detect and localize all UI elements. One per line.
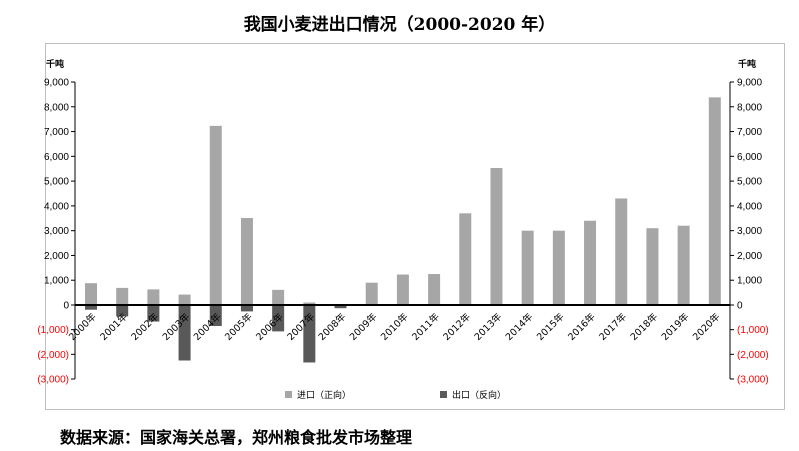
category-label: 2015年 <box>534 310 567 343</box>
left-tick-label: 6,000 <box>44 152 69 163</box>
export-bar <box>272 305 285 332</box>
source-note: 数据来源：国家海关总署，郑州粮食批发市场整理 <box>60 428 413 447</box>
export-bar <box>334 305 347 309</box>
category-label: 2012年 <box>441 310 474 343</box>
category-label: 2016年 <box>565 310 598 343</box>
category-label: 2000年 <box>66 310 99 343</box>
category-label: 2004年 <box>191 310 224 343</box>
category-label: 2010年 <box>378 310 411 343</box>
import-bar <box>272 289 285 305</box>
left-tick-label: (2,000) <box>37 350 69 361</box>
right-tick-label: 6,000 <box>737 152 762 163</box>
right-tick-label: 0 <box>737 301 743 312</box>
right-unit-label: 千吨 <box>738 58 756 70</box>
import-bar <box>240 218 253 305</box>
chart-frame <box>45 43 785 410</box>
right-tick-label: 4,000 <box>737 201 762 212</box>
category-label: 2014年 <box>503 310 536 343</box>
category-label: 2019年 <box>659 310 692 343</box>
left-tick-label: 3,000 <box>44 226 69 237</box>
import-bar <box>178 294 191 305</box>
export-bar <box>240 305 253 312</box>
right-tick-label: (3,000) <box>737 375 769 386</box>
left-unit-label: 千吨 <box>46 58 64 70</box>
export-bar <box>116 305 129 317</box>
right-tick-label: 7,000 <box>737 127 762 138</box>
import-bar <box>85 283 97 305</box>
left-tick-label: 5,000 <box>44 177 69 188</box>
legend-swatch-import <box>285 391 292 398</box>
import-bar <box>396 274 409 305</box>
right-tick-label: 8,000 <box>737 102 762 113</box>
left-tick-label: 1,000 <box>44 276 69 287</box>
chart-title: 我国小麦进出口情况（2000-2020 年） <box>243 15 556 35</box>
category-label: 2008年 <box>316 310 349 343</box>
export-bar <box>209 305 222 326</box>
import-bar <box>615 198 628 305</box>
import-bar <box>209 125 222 306</box>
import-bar <box>116 287 129 305</box>
category-label: 2009年 <box>347 310 380 343</box>
right-tick-label: (2,000) <box>737 350 769 361</box>
left-tick-label: 7,000 <box>44 127 69 138</box>
right-tick-label: 5,000 <box>737 177 762 188</box>
category-label: 2017年 <box>597 310 630 343</box>
right-tick-label: 9,000 <box>737 78 762 89</box>
left-tick-label: 8,000 <box>44 102 69 113</box>
import-bar <box>646 228 659 305</box>
right-tick-label: 3,000 <box>737 226 762 237</box>
category-label: 2018年 <box>628 310 661 343</box>
right-tick-label: 2,000 <box>737 251 762 262</box>
right-tick-label: (1,000) <box>737 325 769 336</box>
right-tick-label: 1,000 <box>737 276 762 287</box>
category-label: 2002年 <box>129 310 162 343</box>
import-bar <box>459 213 472 305</box>
left-tick-label: 0 <box>63 301 69 312</box>
export-bar <box>147 305 160 322</box>
legend-swatch-export <box>440 391 447 398</box>
import-bar <box>677 225 690 305</box>
import-bar <box>303 302 316 305</box>
export-bar <box>85 305 97 310</box>
import-bar <box>428 274 441 305</box>
category-label: 2020年 <box>690 310 723 343</box>
category-label: 2005年 <box>222 310 255 343</box>
category-label: 2011年 <box>410 310 443 343</box>
category-label: 2001年 <box>98 310 131 343</box>
import-bar <box>365 282 378 305</box>
left-tick-label: 4,000 <box>44 201 69 212</box>
left-tick-label: (1,000) <box>37 325 69 336</box>
left-tick-label: (3,000) <box>37 375 69 386</box>
left-tick-label: 2,000 <box>44 251 69 262</box>
export-bar <box>303 305 316 363</box>
import-bar <box>147 289 160 305</box>
import-bar <box>584 220 597 305</box>
import-bar <box>552 230 565 305</box>
category-label: 2013年 <box>472 310 505 343</box>
export-bar <box>178 305 191 361</box>
import-bar <box>490 167 503 305</box>
legend-label-export: 出口（反向） <box>452 389 506 401</box>
left-tick-label: 9,000 <box>44 78 69 89</box>
import-bar <box>521 230 534 305</box>
import-bar <box>708 97 721 306</box>
legend-label-import: 进口（正向） <box>297 389 351 401</box>
